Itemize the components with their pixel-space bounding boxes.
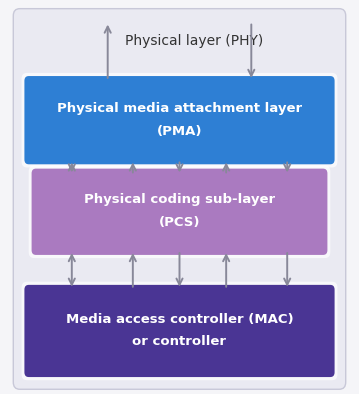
- FancyBboxPatch shape: [29, 165, 330, 258]
- FancyBboxPatch shape: [32, 169, 327, 255]
- FancyBboxPatch shape: [22, 282, 337, 380]
- Text: Media access controller (MAC): Media access controller (MAC): [66, 313, 293, 325]
- Text: (PMA): (PMA): [157, 125, 202, 138]
- Text: Physical layer (PHY): Physical layer (PHY): [125, 34, 263, 48]
- Text: or controller: or controller: [132, 336, 227, 348]
- FancyBboxPatch shape: [13, 9, 346, 389]
- Text: Physical media attachment layer: Physical media attachment layer: [57, 102, 302, 115]
- FancyBboxPatch shape: [22, 73, 337, 167]
- FancyBboxPatch shape: [24, 76, 335, 164]
- Text: (PCS): (PCS): [159, 216, 200, 229]
- FancyBboxPatch shape: [24, 285, 335, 377]
- Text: Physical coding sub-layer: Physical coding sub-layer: [84, 193, 275, 206]
